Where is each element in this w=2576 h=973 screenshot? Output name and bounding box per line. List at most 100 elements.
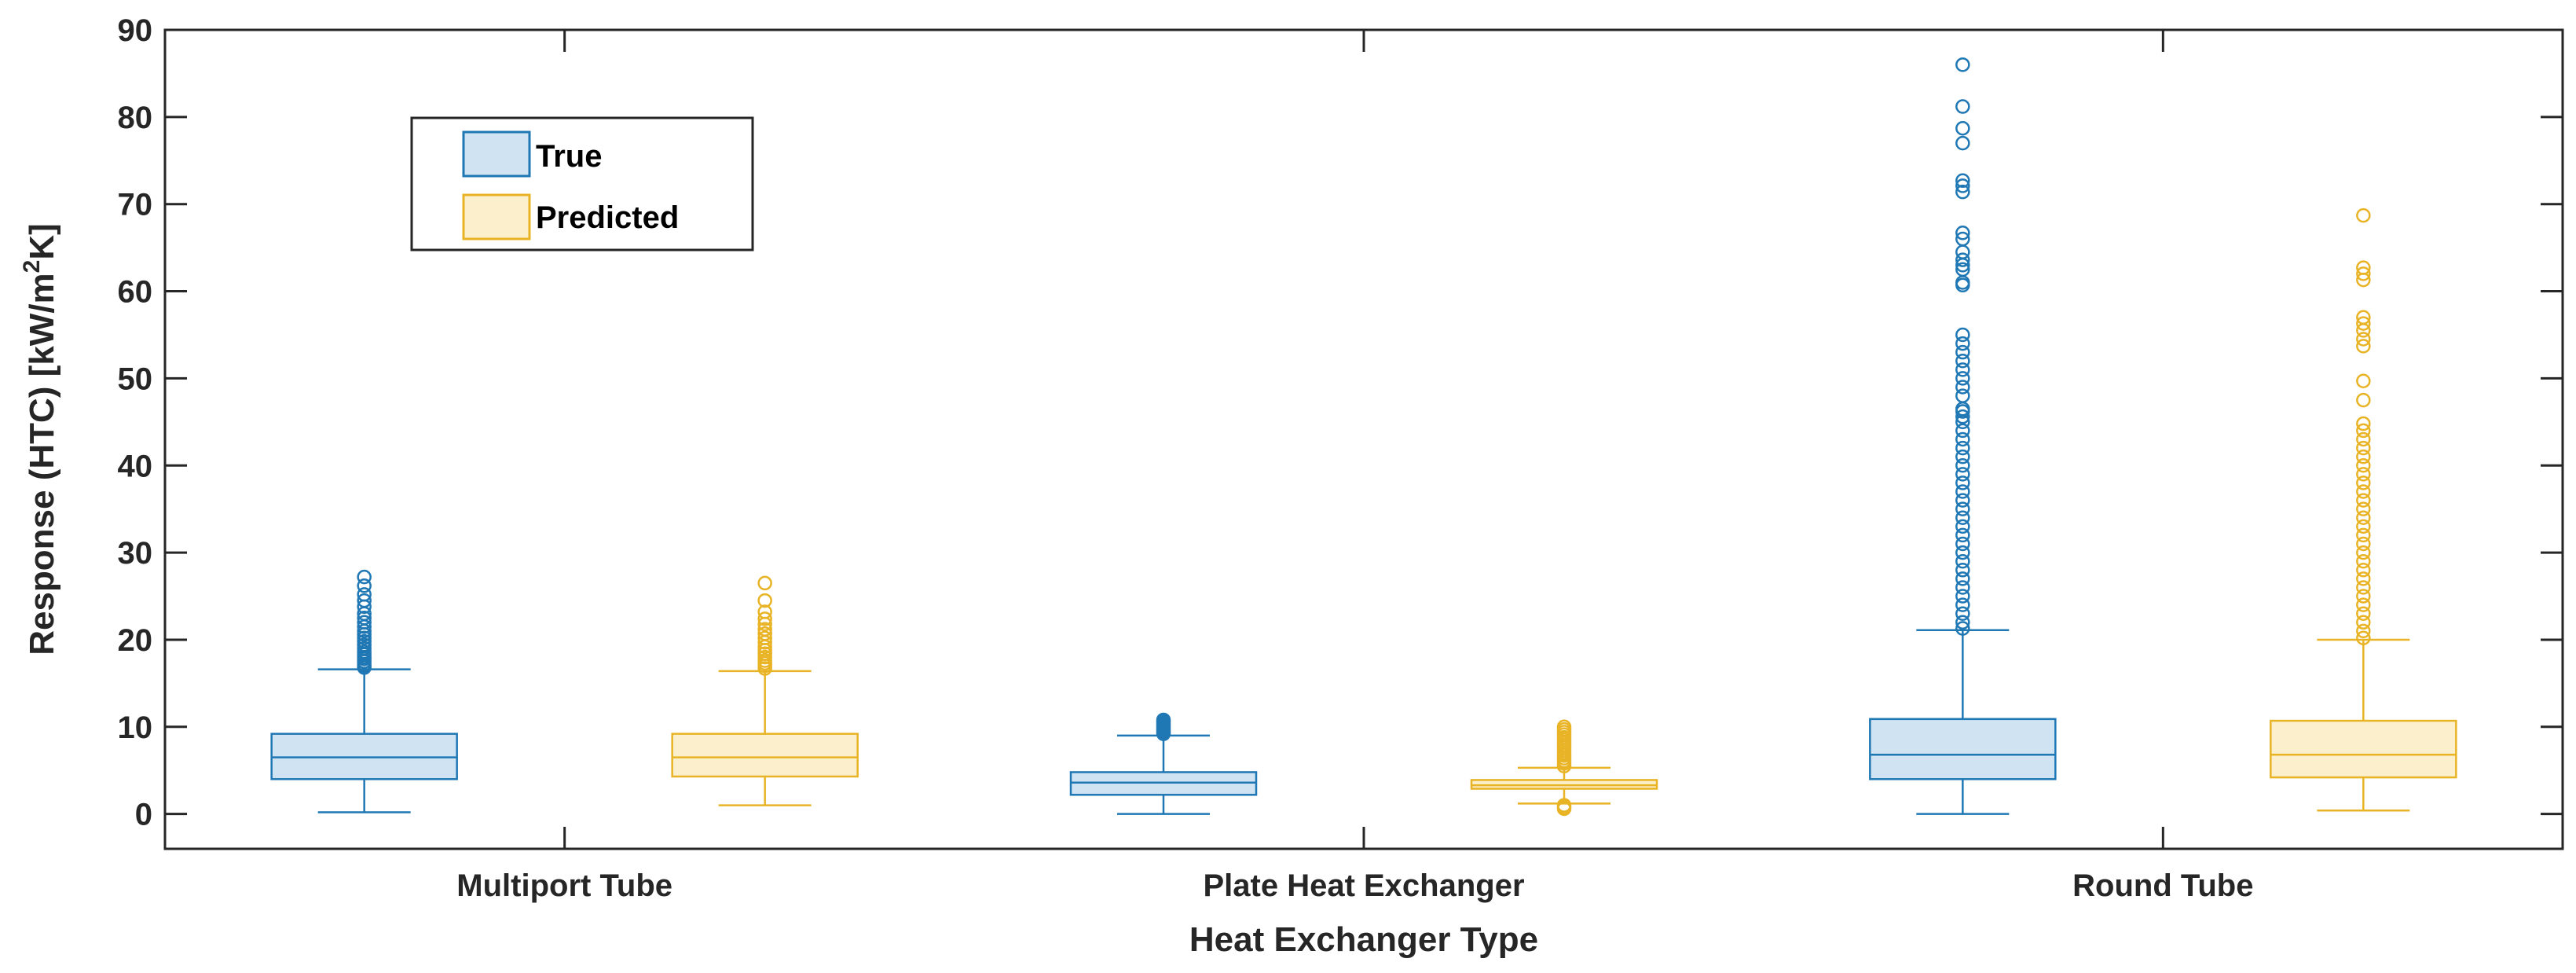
outlier-point <box>357 587 372 602</box>
legend: True Predicted <box>410 116 754 252</box>
outlier-point <box>1955 449 1970 464</box>
outlier-point <box>1955 484 1970 499</box>
box-predicted-plate-heat-exchanger <box>1470 719 1658 817</box>
outlier-point <box>2356 615 2371 630</box>
outlier-point <box>2356 458 2371 473</box>
outlier-point <box>1955 621 1970 636</box>
outlier-point <box>2356 606 2371 621</box>
outlier-point <box>1955 519 1970 534</box>
box-predicted-round-tube <box>2270 207 2457 812</box>
outlier-point <box>2356 484 2371 499</box>
legend-swatch-true <box>462 130 531 178</box>
outlier-point <box>1955 231 1970 247</box>
box-true-plate-heat-exchanger <box>1069 712 1258 815</box>
outlier-point <box>1955 493 1970 508</box>
outlier-point <box>2356 545 2371 560</box>
outlier-point <box>357 610 372 626</box>
outlier-point <box>2356 373 2371 388</box>
outlier-point <box>1955 327 1970 343</box>
legend-label-true: True <box>536 139 602 174</box>
outlier-point <box>757 604 772 619</box>
y-tick-label: 40 <box>118 449 153 483</box>
outlier-point <box>1955 380 1970 395</box>
outlier-point <box>757 622 772 637</box>
y-tick-label: 70 <box>118 188 153 222</box>
outlier-point <box>1955 388 1970 403</box>
outlier-point <box>2356 519 2371 534</box>
outlier-point <box>2356 467 2371 482</box>
outlier-point <box>1955 536 1970 552</box>
outlier-point <box>2356 332 2371 347</box>
outlier-point <box>2356 260 2371 275</box>
y-tick-label: 80 <box>118 101 153 135</box>
outlier-point <box>1955 99 1970 114</box>
outlier-point <box>757 575 772 591</box>
outlier-point <box>2356 597 2371 612</box>
outlier-point <box>757 626 772 641</box>
outlier-point <box>1955 262 1970 277</box>
outlier-point <box>1955 545 1970 560</box>
outlier-point <box>1955 571 1970 586</box>
outlier-point <box>2356 623 2371 639</box>
y-axis-title-end: K] <box>23 223 61 259</box>
outlier-point <box>1955 580 1970 595</box>
outlier-point <box>1955 371 1970 386</box>
outlier-point <box>2356 630 2371 645</box>
outlier-point <box>1955 458 1970 473</box>
box-true-round-tube <box>1869 57 2057 815</box>
outlier-point <box>2356 392 2371 408</box>
outlier-point <box>2356 571 2371 586</box>
box-predicted-multiport-tube <box>671 575 859 806</box>
box-series <box>270 57 2457 817</box>
outlier-point <box>1955 615 1970 630</box>
outlier-point <box>1955 135 1970 151</box>
outlier-point <box>1955 563 1970 578</box>
x-tick-label: Multiport Tube <box>456 868 672 903</box>
y-tick-label: 20 <box>118 623 153 658</box>
y-axis-ticks: 0 10 20 30 40 50 60 70 80 90 <box>118 13 2563 832</box>
y-axis-title-main: Response (HTC) [kW/m <box>23 273 61 655</box>
outlier-point <box>2356 589 2371 604</box>
iqr-box <box>1869 718 2057 780</box>
outlier-point <box>1955 121 1970 136</box>
outlier-point <box>1955 440 1970 456</box>
outlier-point <box>1955 431 1970 447</box>
y-tick-label: 10 <box>118 710 153 745</box>
outlier-point <box>1955 553 1970 569</box>
outlier-point <box>1955 362 1970 377</box>
outlier-point <box>2356 536 2371 552</box>
outlier-point <box>2356 431 2371 447</box>
outlier-point <box>1955 173 1970 189</box>
outlier-point <box>1955 336 1970 351</box>
outlier-point <box>2356 316 2371 331</box>
outlier-point <box>2356 310 2371 325</box>
iqr-box <box>2270 719 2457 779</box>
outlier-point <box>1955 597 1970 612</box>
x-axis-title: Heat Exchanger Type <box>1189 920 1538 959</box>
outlier-point <box>2356 563 2371 578</box>
outlier-point <box>1955 501 1970 516</box>
outlier-point <box>2356 501 2371 516</box>
outlier-point <box>1955 589 1970 604</box>
box-true-multiport-tube <box>270 569 458 813</box>
x-axis-ticks: Multiport Tube Plate Heat Exchanger Round … <box>456 30 2253 903</box>
x-tick-label: Plate Heat Exchanger <box>1203 868 1524 903</box>
outlier-point <box>2356 423 2371 439</box>
outlier-point <box>2356 440 2371 456</box>
y-axis-title-sup: 2 <box>19 260 45 274</box>
y-axis-title: Response (HTC) [kW/m2K] <box>19 223 61 655</box>
iqr-box <box>671 733 859 778</box>
outlier-point <box>1556 719 1572 735</box>
y-tick-label: 0 <box>135 798 152 832</box>
outlier-point <box>757 611 772 626</box>
outlier-point <box>2356 527 2371 543</box>
outlier-point <box>2356 580 2371 595</box>
outlier-point <box>357 593 372 608</box>
outlier-point <box>357 569 372 585</box>
legend-label-predicted: Predicted <box>536 200 679 235</box>
outlier-point <box>1955 606 1970 621</box>
y-tick-label: 90 <box>118 13 153 48</box>
outlier-point <box>2356 553 2371 569</box>
outlier-point <box>2356 339 2371 354</box>
